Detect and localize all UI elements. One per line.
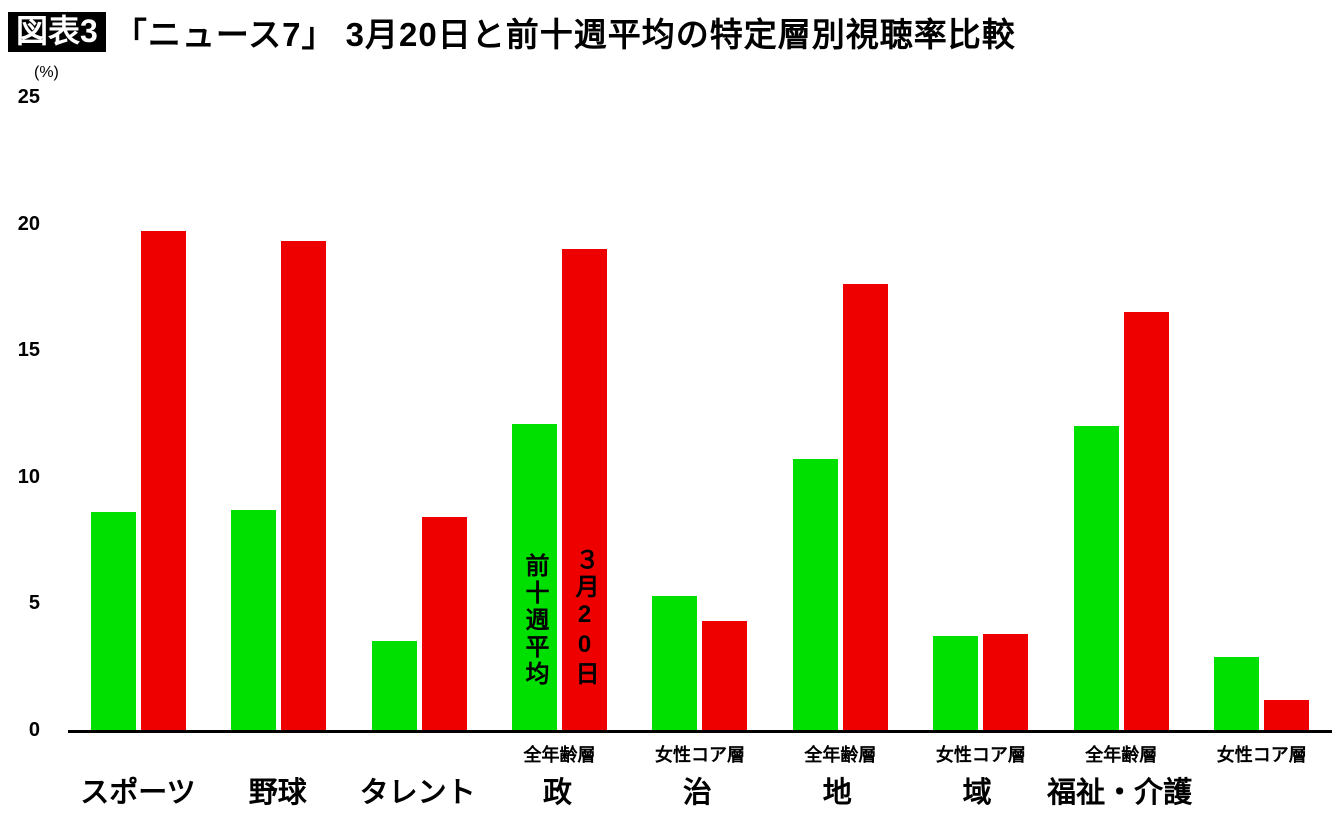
march-20-bar [421, 517, 467, 730]
march-20-label: ３月20日 [571, 547, 599, 688]
x-axis-label: 福祉・介護 [1047, 777, 1193, 809]
bar-pair [231, 97, 327, 730]
march-20-bar [702, 621, 748, 730]
x-axis-label [1192, 769, 1332, 811]
plot-area: 前十週平均 ３月20日 [68, 97, 1332, 733]
chart-header: 図表3 「ニュース7」 3月20日と前十週平均の特定層別視聴率比較 [8, 8, 1016, 56]
figure-number-badge: 図表3 [8, 12, 106, 52]
bar-group [770, 97, 910, 730]
bar-group: 前十週平均 ３月20日 [489, 97, 629, 730]
prev-10-week-average-bar [792, 459, 838, 730]
bar-pair [371, 97, 467, 730]
y-axis: 0 5 10 15 20 25 [0, 87, 44, 740]
chart-title: 「ニュース7」 3月20日と前十週平均の特定層別視聴率比較 [113, 16, 1016, 53]
x-axis-sublabel: 全年齢層 [804, 745, 877, 765]
x-axis-label: 治 [682, 777, 712, 809]
prev-10-week-average-bar [231, 509, 277, 730]
x-axis-sublabels: 全年齢層 女性コア層 全年齢層 女性コア層 全年齢層 女性コア層 [68, 741, 1332, 767]
bar-pair [1214, 97, 1310, 730]
bar-group [630, 97, 770, 730]
y-axis-tick-label: 15 [17, 339, 40, 362]
march-20-bar [842, 284, 888, 730]
y-axis-tick-label: 20 [17, 212, 40, 235]
x-axis-label: 野球 [248, 777, 307, 809]
x-axis-sublabel: 女性コア層 [1216, 745, 1307, 765]
y-axis-unit-label: (%) [34, 64, 59, 81]
march-20-bar [281, 241, 327, 730]
bar-pair [652, 97, 748, 730]
prev-10-week-average-bar [652, 595, 698, 730]
y-axis-tick-label: 5 [28, 592, 40, 615]
x-axis-labels: スポーツ 野球 タレント 政 治 地 域 福祉・介護 [68, 769, 1332, 811]
x-axis-sublabel: 全年齢層 [523, 745, 596, 765]
bar-group [208, 97, 348, 730]
prev-10-week-average-bar [1214, 656, 1260, 730]
bar-pair [1073, 97, 1169, 730]
x-axis-sublabel [349, 741, 489, 767]
y-axis-tick-label: 25 [17, 86, 40, 108]
bar-chart: 0 5 10 15 20 25 前十週平均 ３月20日 全年齢層 女性コア層 全年齢層 女性コア層… [0, 87, 1340, 817]
bar-group [349, 97, 489, 730]
prev-10-week-average-bar [933, 636, 979, 730]
x-axis-sublabel: 全年齢層 [1085, 745, 1158, 765]
x-axis-sublabel: 女性コア層 [935, 745, 1026, 765]
x-axis-label: タレント [359, 777, 476, 809]
prev-10-week-average-label: 前十週平均 [521, 553, 549, 688]
bar-pair [792, 97, 888, 730]
bar-pair [90, 97, 186, 730]
bar-pair: 前十週平均 ３月20日 [512, 97, 608, 730]
x-axis-label: スポーツ [80, 777, 196, 809]
x-axis-label: 地 [822, 777, 852, 809]
bar-pair [933, 97, 1029, 730]
y-axis-tick-label: 0 [28, 719, 40, 741]
prev-10-week-average-bar [1073, 426, 1119, 730]
march-20-bar [140, 231, 186, 730]
march-20-bar [983, 633, 1029, 730]
x-axis-sublabel: 女性コア層 [654, 745, 745, 765]
bar-group [1192, 97, 1332, 730]
prev-10-week-average-bar [371, 641, 417, 730]
march-20-bar: ３月20日 [562, 248, 608, 730]
prev-10-week-average-bar [90, 512, 136, 730]
march-20-bar [1264, 699, 1310, 730]
bar-group [68, 97, 208, 730]
y-axis-tick-label: 10 [17, 465, 40, 488]
bar-group [1051, 97, 1191, 730]
prev-10-week-average-bar: 前十週平均 [512, 423, 558, 730]
bar-group [911, 97, 1051, 730]
x-axis-sublabel [68, 741, 208, 767]
x-axis-label: 政 [543, 777, 573, 809]
x-axis-sublabel [208, 741, 348, 767]
march-20-bar [1123, 312, 1169, 730]
x-axis-label: 域 [962, 777, 992, 809]
